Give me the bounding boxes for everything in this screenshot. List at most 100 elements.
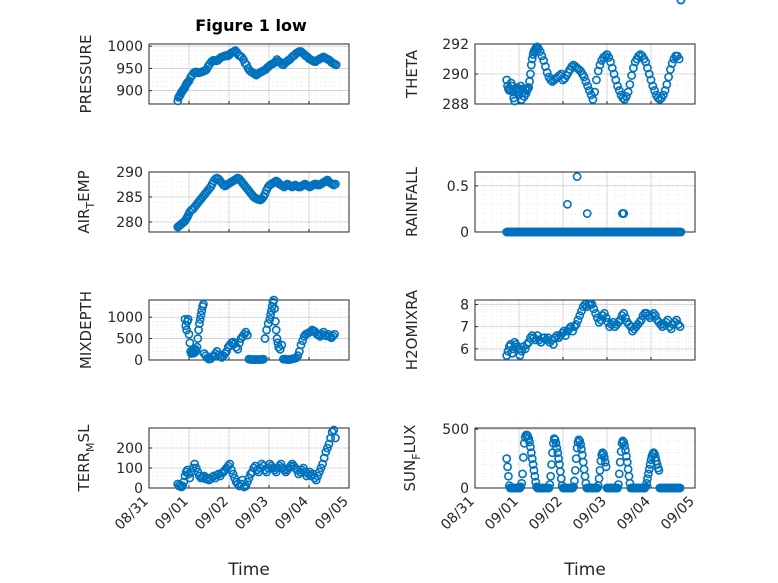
data-point [656,320,666,329]
data-point [524,434,534,443]
subplot-h2omixra: 6 7 8 H2OMIXRA [403,289,696,370]
axes-frame [474,43,696,105]
data-point [566,322,576,332]
axes-frame [148,171,350,233]
data-point [528,460,538,469]
data-point [613,81,622,91]
data-point [625,80,635,89]
y-tick-label: 0.5 [447,179,469,195]
data-point [272,334,282,343]
data-point [648,81,658,91]
y-tick-label: 6 [460,342,469,358]
data-point [599,308,609,318]
data-point [522,340,532,349]
figure-title: Figure 1 low [195,16,307,35]
data-point [572,172,582,182]
y-tick-label: 1000 [107,39,143,55]
data-point [573,315,583,325]
data-point [621,451,631,461]
data-point [676,0,686,5]
data-point [590,87,600,97]
data-point [585,86,594,95]
y-tick-label: 500 [116,332,143,348]
data-point [551,438,561,448]
data-point [176,482,186,492]
data-point [324,439,334,449]
data-point [286,461,295,471]
data-point [242,477,252,487]
data-point [544,483,554,493]
data-point [592,75,601,85]
data-point [554,454,563,463]
x-axis-label: Time [227,560,270,580]
data-point [329,425,339,435]
data-point [518,469,527,479]
data-point [552,331,562,340]
data-point [526,448,536,458]
data-point [535,47,545,56]
data-point [321,447,331,457]
data-point [526,60,536,70]
subplot-theta: 288 290 292 THETA [403,0,696,113]
y-axis-label: PRESSURE [77,35,95,114]
data-point [636,315,646,325]
data-point [614,317,623,327]
data-point [644,464,654,474]
data-point [599,449,608,459]
data-point [571,320,581,329]
y-axis-label: AIRTEMP [75,170,97,233]
data-point [651,311,660,320]
data-point [641,482,651,492]
data-point [326,433,335,443]
y-tick-label: 200 [116,441,143,457]
data-point [265,314,275,324]
data-point [313,471,323,481]
data-point [182,325,191,335]
data-point [545,480,555,489]
data-point [316,463,326,473]
data-point [516,482,526,492]
data-point [546,471,556,481]
data-point [570,476,579,486]
y-tick-label: 290 [116,165,143,181]
x-tick-label: 09/05 [312,494,352,534]
data-point [260,334,270,343]
data-point [561,331,571,340]
data-point [570,322,579,332]
y-tick-label: 285 [116,190,143,206]
data-point [601,462,611,472]
y-axis-label: TERRMSL [75,424,97,493]
y-tick-label: 100 [116,461,143,477]
data-point [666,324,676,334]
data-point [619,308,629,318]
data-point [271,325,281,335]
data-point [675,483,685,493]
axes-frame [474,299,696,361]
y-tick-label: 0 [460,225,469,241]
data-point [228,469,238,479]
data-point [330,433,340,443]
data-point [275,344,285,354]
data-point [314,467,324,477]
data-point [330,179,340,189]
data-point [673,320,683,329]
data-point [550,435,560,445]
x-tick-label: 09/03 [570,494,610,534]
data-point [191,347,201,356]
data-point [530,471,540,481]
data-point [331,60,341,70]
data-point [279,465,289,475]
x-tick-label: 09/04 [272,493,312,533]
data-point [568,326,578,336]
data-point [322,331,331,341]
data-point [270,317,280,326]
data-point [318,459,327,469]
y-axis-label: H2OMIXRA [403,289,421,370]
data-point [193,334,203,343]
data-point [667,59,677,68]
data-point [594,317,604,327]
data-point [330,329,339,339]
data-point [675,322,685,332]
data-point [577,444,586,454]
data-point [507,348,517,358]
